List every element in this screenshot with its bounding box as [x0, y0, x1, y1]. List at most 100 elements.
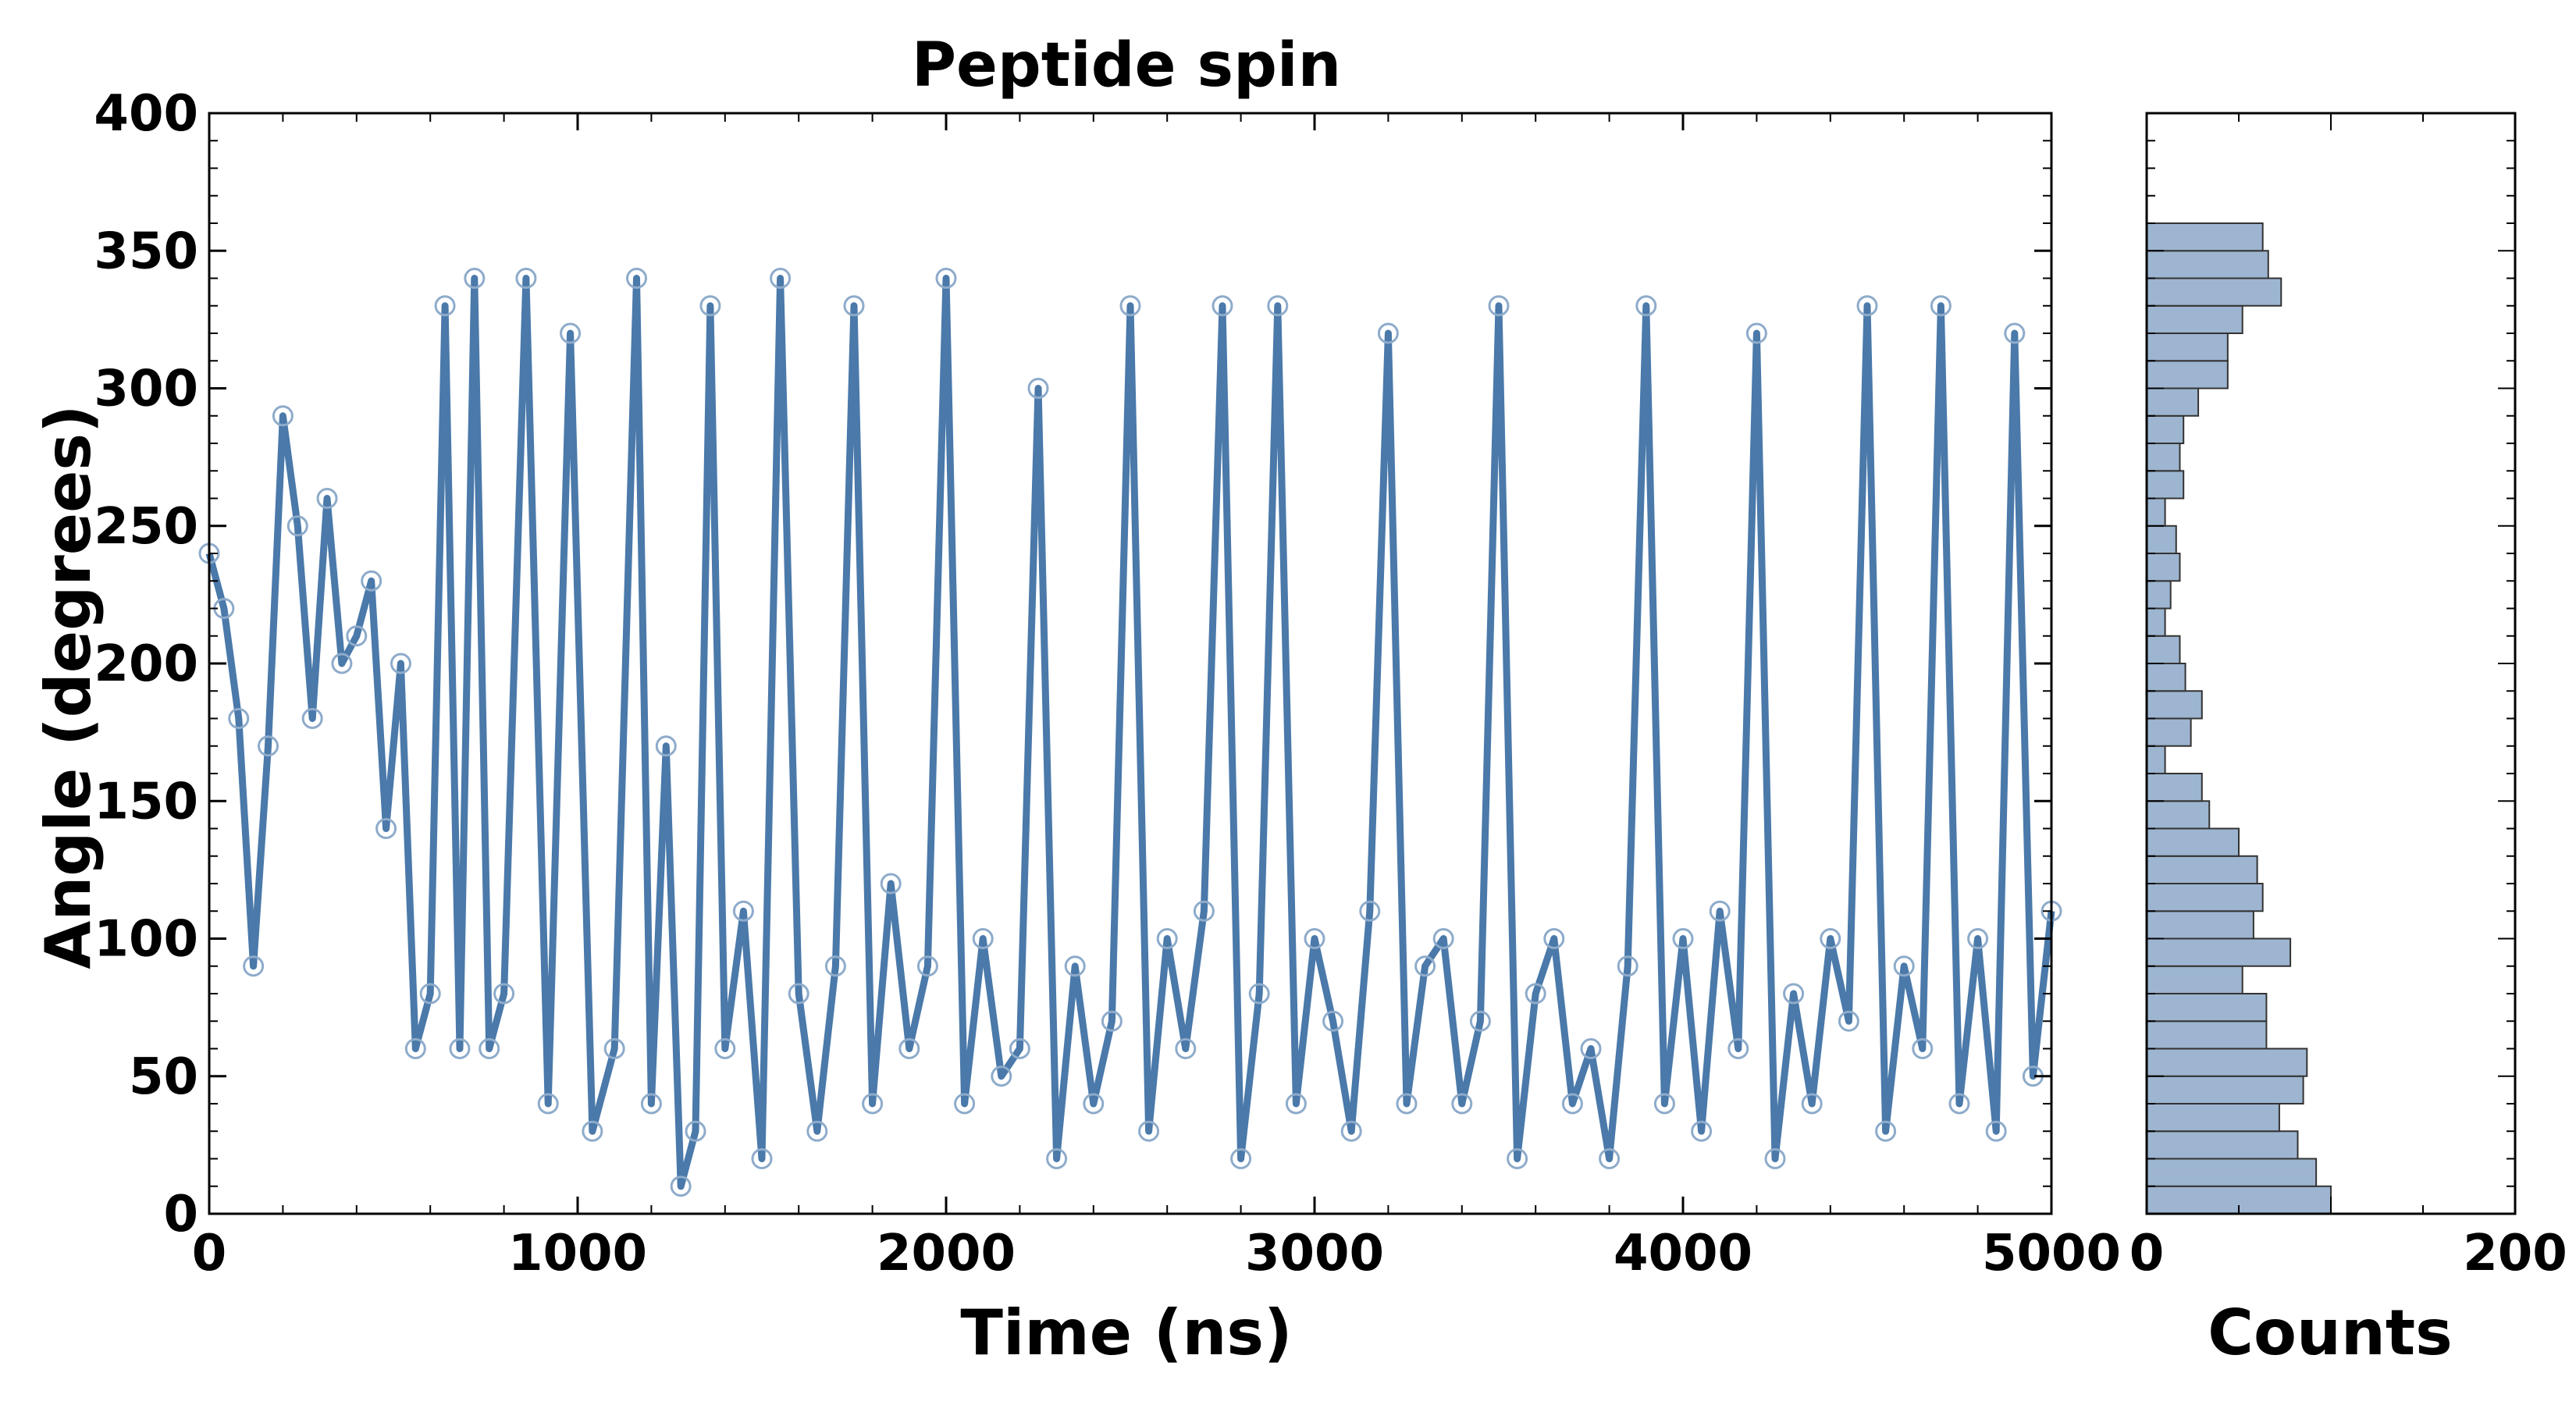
data-point [2004, 322, 2026, 344]
histogram-bar [2146, 773, 2203, 802]
histogram-bar [2146, 525, 2177, 554]
histogram-bar [2146, 883, 2264, 912]
data-point [1893, 955, 1915, 977]
data-point [1783, 983, 1805, 1005]
histogram-bar [2146, 580, 2172, 610]
data-point [1101, 1010, 1123, 1032]
histogram-bar [2146, 277, 2282, 307]
data-point [898, 1038, 920, 1059]
data-point [806, 1120, 828, 1142]
data-point [1027, 378, 1049, 399]
histogram-bar [2146, 855, 2258, 884]
x-tick-label: 5000 [1982, 1225, 2121, 1282]
data-point [1119, 295, 1141, 317]
data-point [972, 928, 994, 949]
histogram-bar [2146, 717, 2192, 747]
histogram-bar [2146, 443, 2181, 472]
histogram-bar [2146, 387, 2200, 417]
x-tick-label: 4000 [1614, 1225, 1752, 1282]
data-point [1709, 900, 1731, 922]
data-point [464, 268, 486, 289]
data-point [1507, 1148, 1528, 1169]
data-point [862, 1093, 884, 1115]
histogram-bar [2146, 414, 2185, 444]
y-tick-label: 50 [129, 1048, 198, 1106]
data-point [1599, 1148, 1621, 1169]
main-plot: 0 1000 2000 3000 4000 5000 0 50 100 150 200 250 300 3… [94, 85, 2121, 1282]
data-point [1635, 295, 1657, 317]
y-tick-label: 100 [94, 911, 198, 969]
data-point [272, 405, 294, 427]
histogram-bar [2146, 607, 2166, 637]
data-point [1212, 295, 1233, 317]
main-axis-ticks: 0 1000 2000 3000 4000 5000 0 50 100 150 200 250 300 3… [94, 85, 2121, 1282]
data-point [1322, 1010, 1344, 1032]
data-point [1285, 1093, 1307, 1115]
data-point [1745, 322, 1767, 344]
data-point [655, 735, 677, 757]
data-point [714, 1038, 736, 1059]
data-point [1653, 1093, 1675, 1115]
data-point [603, 1038, 625, 1059]
y-tick-label: 250 [94, 498, 198, 556]
data-point [1672, 928, 1694, 949]
hist-axis-ticks: 0 200 [2129, 112, 2567, 1282]
y-tick-label: 200 [94, 635, 198, 693]
data-point [1414, 955, 1436, 977]
x-tick-label: 0 [192, 1225, 227, 1282]
histogram-bar [2146, 1048, 2308, 1077]
y-tick-label: 350 [94, 222, 198, 280]
data-point [732, 900, 754, 922]
data-point [1801, 1093, 1823, 1115]
data-point [375, 818, 397, 839]
data-point [1469, 1010, 1491, 1032]
data-point [991, 1065, 1012, 1087]
histogram-bar [2146, 663, 2186, 692]
histogram-bar [2146, 965, 2243, 994]
data-point [346, 625, 368, 647]
y-tick-label: 0 [163, 1186, 198, 1243]
data-point [1451, 1093, 1473, 1115]
data-point [515, 268, 537, 289]
data-point [1691, 1120, 1713, 1142]
data-point [301, 708, 323, 729]
data-point [316, 488, 338, 509]
data-point [935, 268, 957, 289]
data-point [1967, 928, 1989, 949]
histogram-bar [2146, 553, 2181, 582]
histogram-bar [2146, 304, 2243, 334]
x-tick-label: 1000 [508, 1225, 647, 1282]
histogram-bar [2146, 827, 2240, 857]
data-point [434, 295, 456, 317]
x-axis-label: Time (ns) [960, 1297, 1292, 1369]
data-point [880, 873, 902, 895]
data-point [1985, 1120, 2007, 1142]
x-tick-label: 3000 [1245, 1225, 1384, 1282]
hist-x-axis-label: Counts [2208, 1297, 2452, 1369]
data-point [1359, 900, 1381, 922]
data-point [390, 653, 411, 674]
chart-title: Peptide spin [912, 30, 1341, 101]
hist-x-tick-label: 200 [2463, 1225, 2567, 1282]
histogram-bar [2146, 1075, 2304, 1104]
data-point [1267, 295, 1289, 317]
data-point [1009, 1038, 1030, 1059]
data-point [1138, 1120, 1160, 1142]
histogram-bar [2146, 690, 2203, 720]
data-point [699, 295, 721, 317]
data-point [916, 955, 938, 977]
data-point [493, 983, 515, 1005]
data-point [479, 1038, 500, 1059]
histogram-bar [2146, 910, 2254, 940]
histogram-bar [2146, 937, 2292, 967]
data-point [449, 1038, 471, 1059]
hist-x-tick-label: 0 [2129, 1225, 2165, 1282]
data-point [404, 1038, 426, 1059]
data-point [1432, 928, 1454, 949]
data-point [1580, 1038, 1602, 1059]
data-point [770, 268, 792, 289]
data-point [1912, 1038, 1934, 1059]
data-point [361, 570, 382, 592]
histogram-bar [2146, 1103, 2280, 1133]
